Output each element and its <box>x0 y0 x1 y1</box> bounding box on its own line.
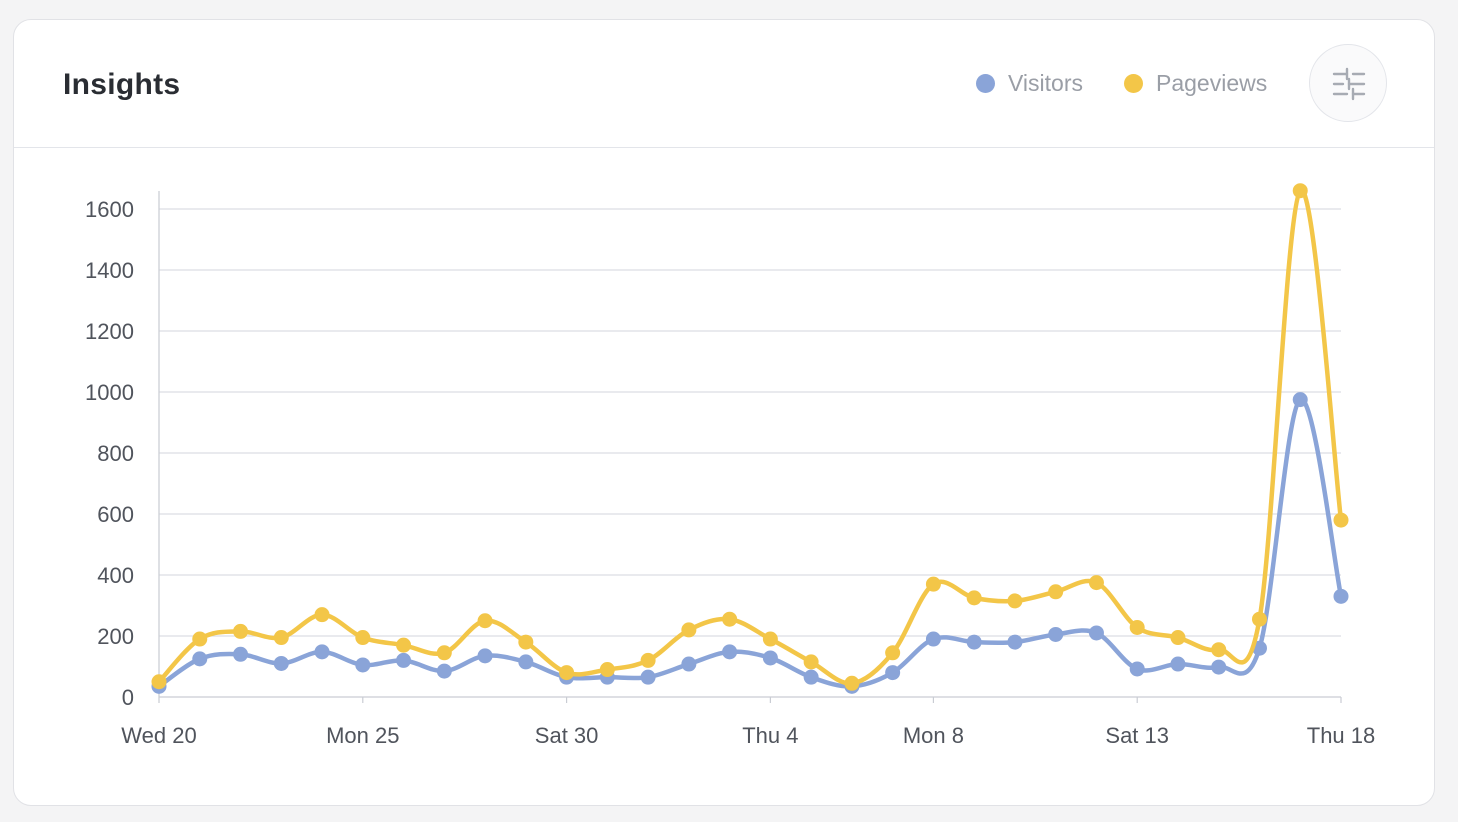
pageviews-point[interactable] <box>640 652 656 668</box>
pageviews-point[interactable] <box>477 613 493 629</box>
y-tick-label: 1400 <box>85 258 134 283</box>
pageviews-point[interactable] <box>436 645 452 661</box>
visitors-point[interactable] <box>640 669 656 685</box>
card-title: Insights <box>63 68 181 101</box>
y-tick-label: 0 <box>122 685 134 710</box>
legend-item-pageviews[interactable]: Pageviews <box>1124 70 1267 97</box>
visitors-point[interactable] <box>477 648 493 664</box>
card-header: Insights Visitors Pageviews <box>14 20 1434 148</box>
pageviews-point[interactable] <box>559 665 575 681</box>
visitors-point[interactable] <box>966 634 982 650</box>
visitors-point[interactable] <box>233 646 249 662</box>
visitors-point[interactable] <box>436 663 452 679</box>
pageviews-point[interactable] <box>1088 575 1104 591</box>
pageviews-point[interactable] <box>1292 183 1308 199</box>
visitors-point[interactable] <box>518 654 534 670</box>
x-tick-label: Thu 18 <box>1307 723 1376 748</box>
pageviews-point[interactable] <box>1129 619 1145 635</box>
pageviews-point[interactable] <box>396 637 412 653</box>
y-tick-label: 1000 <box>85 380 134 405</box>
series-line-visitors <box>156 397 1344 689</box>
legend-label-pageviews: Pageviews <box>1156 70 1268 96</box>
pageviews-point[interactable] <box>355 630 371 646</box>
x-tick-label: Thu 4 <box>742 723 798 748</box>
visitors-dot-icon <box>976 74 995 93</box>
chart-settings-button[interactable] <box>1309 44 1387 122</box>
y-tick-label: 1200 <box>85 319 134 344</box>
sliders-icon <box>1332 67 1366 101</box>
pageviews-point[interactable] <box>681 622 697 638</box>
x-tick-label: Mon 25 <box>326 723 399 748</box>
pageviews-point[interactable] <box>1251 611 1267 627</box>
pageviews-point[interactable] <box>844 675 860 691</box>
pageviews-point[interactable] <box>925 576 941 592</box>
chart-series <box>151 183 1349 694</box>
pageviews-point[interactable] <box>885 645 901 661</box>
pageviews-point[interactable] <box>762 631 778 647</box>
visitors-point[interactable] <box>1211 659 1227 675</box>
visitors-point[interactable] <box>1333 588 1349 604</box>
pageviews-point[interactable] <box>722 611 738 627</box>
visitors-point[interactable] <box>762 650 778 666</box>
visitors-point[interactable] <box>885 665 901 681</box>
chart-axes: 0 200 400 600 800 1000 1200 1400 1600 Wed 20 Mon 2… <box>85 191 1375 748</box>
chart-gridlines <box>159 208 1341 698</box>
pageviews-point[interactable] <box>599 662 615 678</box>
x-tick-label: Sat 30 <box>535 723 599 748</box>
pageviews-point[interactable] <box>966 590 982 606</box>
visitors-point[interactable] <box>1007 634 1023 650</box>
x-tick-label: Wed 20 <box>121 723 196 748</box>
visitors-point[interactable] <box>1292 392 1308 408</box>
pageviews-point[interactable] <box>314 607 330 623</box>
visitors-point[interactable] <box>314 644 330 660</box>
pageviews-point[interactable] <box>1170 630 1186 646</box>
insights-card: Insights Visitors Pageviews 0 200 400 600 80… <box>13 19 1435 806</box>
pageviews-dot-icon <box>1124 74 1143 93</box>
visitors-point[interactable] <box>1088 625 1104 641</box>
pageviews-point[interactable] <box>192 631 208 647</box>
series-pageviews <box>151 183 1349 691</box>
pageviews-point[interactable] <box>1007 593 1023 609</box>
visitors-point[interactable] <box>722 644 738 660</box>
x-tick-label: Mon 8 <box>903 723 964 748</box>
y-tick-label: 800 <box>97 441 134 466</box>
line-chart: 0 200 400 600 800 1000 1200 1400 1600 Wed 20 Mon 2… <box>85 183 1375 748</box>
pageviews-point[interactable] <box>151 674 167 690</box>
y-tick-label: 200 <box>97 624 134 649</box>
legend-item-visitors[interactable]: Visitors <box>976 70 1083 97</box>
visitors-point[interactable] <box>1048 626 1064 642</box>
y-tick-label: 400 <box>97 563 134 588</box>
legend-label-visitors: Visitors <box>1008 70 1083 96</box>
pageviews-point[interactable] <box>273 630 289 646</box>
y-tick-label: 1600 <box>85 197 134 222</box>
pageviews-point[interactable] <box>1333 512 1349 528</box>
visitors-point[interactable] <box>803 669 819 685</box>
pageviews-point[interactable] <box>233 623 249 639</box>
visitors-point[interactable] <box>925 631 941 647</box>
visitors-point[interactable] <box>396 652 412 668</box>
visitors-point[interactable] <box>1170 656 1186 672</box>
visitors-point[interactable] <box>355 657 371 673</box>
visitors-point[interactable] <box>273 655 289 671</box>
pageviews-point[interactable] <box>518 634 534 650</box>
series-visitors <box>151 392 1349 694</box>
visitors-point[interactable] <box>192 651 208 667</box>
visitors-point[interactable] <box>1129 661 1145 677</box>
visitors-point[interactable] <box>681 656 697 672</box>
pageviews-point[interactable] <box>1211 642 1227 658</box>
pageviews-point[interactable] <box>1048 584 1064 600</box>
pageviews-point[interactable] <box>803 654 819 670</box>
x-tick-label: Sat 13 <box>1105 723 1169 748</box>
series-line-pageviews <box>156 188 1344 686</box>
y-tick-label: 600 <box>97 502 134 527</box>
